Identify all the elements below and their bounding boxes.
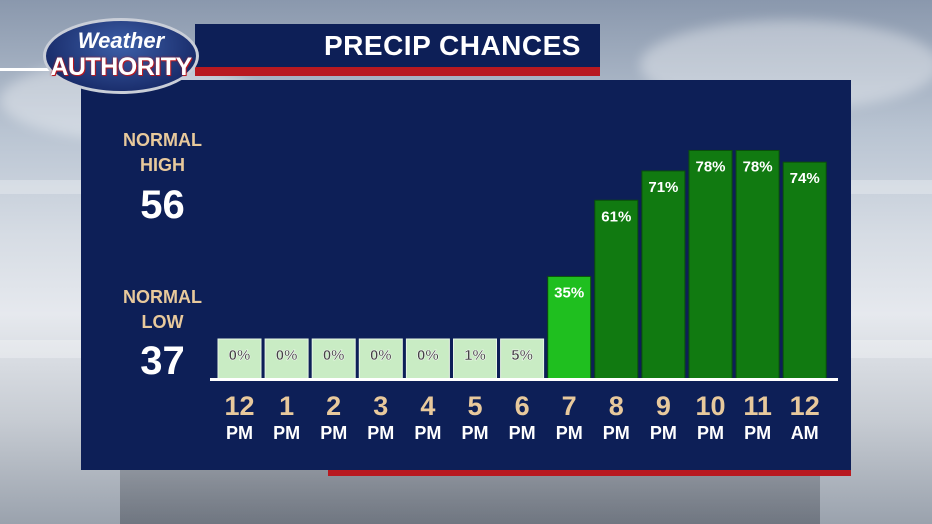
bar-7 — [547, 275, 592, 380]
logo-line-1: Weather — [77, 28, 165, 53]
bar-data-label: 0% — [417, 347, 439, 364]
normal-low-label-2: LOW — [141, 312, 184, 332]
x-tick-period: PM — [273, 423, 300, 443]
weather-authority-logo: Weather AUTHORITY — [43, 18, 199, 94]
x-tick-hour: 8 — [609, 391, 624, 421]
bar-0 — [217, 338, 262, 380]
bar-data-label: 0% — [323, 347, 345, 364]
x-tick-period: PM — [367, 423, 394, 443]
chart-baseline — [210, 378, 838, 381]
x-tick-hour: 11 — [743, 391, 772, 421]
x-tick-hour: 7 — [562, 391, 577, 421]
bar-3 — [358, 338, 403, 380]
logo-line-2: AUTHORITY — [50, 53, 192, 81]
bar-8 — [594, 199, 639, 380]
x-tick-hour: 10 — [695, 391, 725, 421]
panel-accent — [328, 470, 851, 476]
x-tick-period: PM — [697, 423, 724, 443]
page-title: PRECIP CHANCES — [324, 30, 581, 61]
x-tick-hour: 4 — [420, 391, 435, 421]
bar-5 — [453, 338, 497, 380]
x-tick-period: PM — [226, 423, 253, 443]
bar-data-label: 0% — [276, 347, 298, 364]
normal-low-value: 37 — [140, 339, 185, 383]
bar-data-label: 5% — [511, 347, 533, 364]
normal-low-label: NORMAL — [123, 287, 202, 307]
header-rule — [0, 68, 60, 71]
bar-2 — [311, 338, 356, 380]
x-tick-hour: 1 — [279, 391, 294, 421]
x-tick-hour: 3 — [373, 391, 388, 421]
bar-data-label: 1% — [464, 347, 486, 364]
bar-10 — [688, 149, 733, 380]
bar-data-label: 61% — [601, 208, 631, 225]
x-tick-period: PM — [650, 423, 677, 443]
bar-data-label: 71% — [648, 179, 678, 196]
x-tick-hour: 12 — [790, 391, 820, 421]
x-tick-period: PM — [320, 423, 347, 443]
normal-high-label-2: HIGH — [140, 155, 185, 175]
bar-11 — [735, 149, 780, 380]
x-tick-hour: 5 — [467, 391, 482, 421]
x-tick-hour: 6 — [515, 391, 530, 421]
bar-9 — [641, 170, 686, 380]
x-tick-hour: 2 — [326, 391, 341, 421]
bar-4 — [405, 338, 450, 380]
bar-12 — [782, 161, 827, 380]
bar-6 — [500, 338, 545, 380]
bar-1 — [264, 338, 309, 380]
normal-high-value: 56 — [140, 183, 185, 227]
x-tick-period: PM — [556, 423, 583, 443]
x-tick-period: PM — [414, 423, 441, 443]
bar-data-label: 0% — [229, 347, 251, 364]
x-tick-period: AM — [791, 423, 819, 443]
x-tick-period: PM — [603, 423, 630, 443]
x-tick-hour: 9 — [656, 391, 671, 421]
bar-data-label: 78% — [695, 158, 725, 175]
title-bar-accent — [195, 67, 600, 76]
bar-data-label: 74% — [790, 170, 820, 187]
bar-data-label: 35% — [554, 284, 584, 301]
x-tick-period: PM — [509, 423, 536, 443]
x-tick-period: PM — [462, 423, 489, 443]
x-tick-period: PM — [744, 423, 771, 443]
bar-data-label: 78% — [743, 158, 773, 175]
x-tick-hour: 12 — [224, 391, 254, 421]
title-bar — [195, 24, 600, 68]
bar-data-label: 0% — [370, 347, 392, 364]
normal-high-label: NORMAL — [123, 130, 202, 150]
